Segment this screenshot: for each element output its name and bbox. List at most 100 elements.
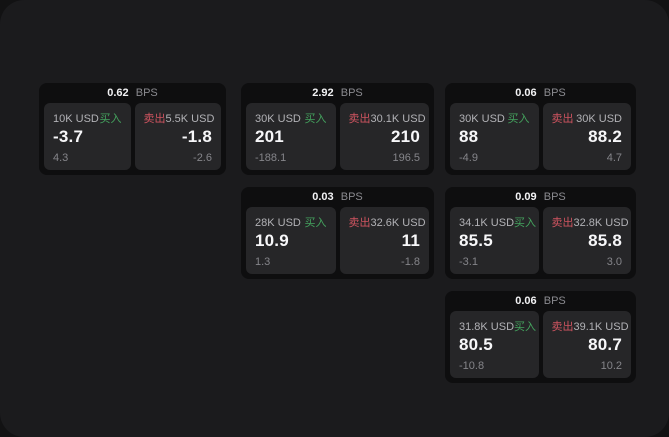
card-header: 2.92 BPS	[246, 83, 429, 103]
buy-panel[interactable]: 30K USD 买入 201 -188.1	[246, 103, 336, 170]
sell-change: -2.6	[193, 152, 212, 164]
buy-side-label: 买入	[304, 217, 327, 229]
sell-panel-header: 卖出 5.5K USD	[143, 110, 215, 126]
bps-unit-label: BPS	[540, 295, 566, 307]
sell-change: 4.7	[606, 152, 622, 164]
buy-amount: 31.8K USD	[459, 321, 515, 333]
bps-value: 0.09	[515, 191, 537, 203]
sell-side-label: 卖出	[348, 113, 371, 125]
buy-price: 80.5	[459, 335, 493, 354]
sell-side-label: 卖出	[551, 321, 574, 333]
sell-panel[interactable]: 卖出 30.1K USD 210 196.5	[339, 103, 429, 170]
card-header: 0.09 BPS	[450, 187, 631, 207]
buy-side-label: 买入	[304, 113, 327, 125]
quote-card: 0.09 BPS 34.1K USD 买入 85.5 -3.1 卖出 32.8K…	[445, 187, 636, 279]
sell-price: 85.8	[588, 231, 622, 250]
sell-change: 3.0	[606, 256, 622, 268]
buy-change: -4.9	[459, 152, 478, 164]
sell-panel-header: 卖出 30.1K USD	[348, 110, 426, 126]
sell-change: -1.8	[401, 256, 420, 268]
buy-panel[interactable]: 34.1K USD 买入 85.5 -3.1	[450, 207, 539, 274]
buy-panel[interactable]: 31.8K USD 买入 80.5 -10.8	[450, 311, 539, 378]
buy-amount: 10K USD	[53, 113, 99, 125]
quote-card: 0.62 BPS 10K USD 买入 -3.7 4.3 卖出 5.5K USD…	[39, 83, 226, 175]
buy-change: -3.1	[459, 256, 478, 268]
buy-change: 1.3	[255, 256, 271, 268]
sell-amount: 30.1K USD	[370, 113, 426, 125]
sell-side-label: 卖出	[551, 217, 574, 229]
buy-panel[interactable]: 10K USD 买入 -3.7 4.3	[44, 103, 131, 170]
price-panels: 10K USD 买入 -3.7 4.3 卖出 5.5K USD -1.8 -2.…	[44, 103, 221, 170]
price-panels: 30K USD 买入 88 -4.9 卖出 30K USD 88.2 4.7	[450, 103, 631, 170]
bps-value: 0.06	[515, 87, 537, 99]
buy-price: -3.7	[53, 127, 84, 146]
sell-amount: 32.6K USD	[370, 217, 426, 229]
quote-card: 0.06 BPS 30K USD 买入 88 -4.9 卖出 30K USD 8…	[445, 83, 636, 175]
card-header: 0.06 BPS	[450, 83, 631, 103]
sell-price: 11	[401, 231, 420, 250]
sell-amount: 5.5K USD	[165, 113, 215, 125]
buy-panel-header: 28K USD 买入	[255, 214, 327, 230]
sell-panel-header: 卖出 30K USD	[552, 110, 623, 126]
buy-price: 85.5	[459, 231, 493, 250]
sell-amount: 39.1K USD	[573, 321, 629, 333]
sell-price: 80.7	[588, 335, 622, 354]
price-panels: 28K USD 买入 10.9 1.3 卖出 32.6K USD 11 -1.8	[246, 207, 429, 274]
sell-side-label: 卖出	[348, 217, 371, 229]
bps-unit-label: BPS	[132, 87, 158, 99]
bps-unit-label: BPS	[540, 87, 566, 99]
buy-panel[interactable]: 30K USD 买入 88 -4.9	[450, 103, 539, 170]
price-panels: 31.8K USD 买入 80.5 -10.8 卖出 39.1K USD 80.…	[450, 311, 631, 378]
sell-price: -1.8	[181, 127, 212, 146]
sell-panel[interactable]: 卖出 32.8K USD 85.8 3.0	[542, 207, 631, 274]
sell-amount: 32.8K USD	[573, 217, 629, 229]
bps-value: 0.03	[312, 191, 334, 203]
buy-price: 10.9	[255, 231, 289, 250]
sell-panel[interactable]: 卖出 30K USD 88.2 4.7	[542, 103, 631, 170]
price-panels: 30K USD 买入 201 -188.1 卖出 30.1K USD 210 1…	[246, 103, 429, 170]
bps-value: 0.62	[107, 87, 129, 99]
quote-card: 0.06 BPS 31.8K USD 买入 80.5 -10.8 卖出 39.1…	[445, 291, 636, 383]
buy-change: 4.3	[53, 152, 69, 164]
sell-panel-header: 卖出 32.8K USD	[551, 214, 629, 230]
buy-amount: 28K USD	[255, 217, 301, 229]
sell-panel[interactable]: 卖出 39.1K USD 80.7 10.2	[542, 311, 631, 378]
buy-side-label: 买入	[514, 321, 537, 333]
buy-panel-header: 34.1K USD 买入	[459, 214, 536, 230]
buy-amount: 30K USD	[459, 113, 505, 125]
bps-unit-label: BPS	[540, 191, 566, 203]
sell-price: 88.2	[588, 127, 622, 146]
buy-amount: 30K USD	[255, 113, 301, 125]
buy-panel-header: 31.8K USD 买入	[459, 318, 536, 334]
bps-value: 0.06	[515, 295, 537, 307]
sell-side-label: 卖出	[551, 113, 574, 125]
sell-amount: 30K USD	[576, 113, 622, 125]
card-header: 0.03 BPS	[246, 187, 429, 207]
buy-panel[interactable]: 28K USD 买入 10.9 1.3	[246, 207, 336, 274]
buy-change: -188.1	[255, 152, 287, 164]
buy-panel-header: 10K USD 买入	[53, 110, 122, 126]
sell-price: 210	[391, 127, 420, 146]
sell-panel[interactable]: 卖出 5.5K USD -1.8 -2.6	[134, 103, 221, 170]
quote-card: 2.92 BPS 30K USD 买入 201 -188.1 卖出 30.1K …	[241, 83, 434, 175]
buy-panel-header: 30K USD 买入	[255, 110, 327, 126]
sell-panel[interactable]: 卖出 32.6K USD 11 -1.8	[339, 207, 429, 274]
buy-side-label: 买入	[99, 113, 122, 125]
buy-panel-header: 30K USD 买入	[459, 110, 530, 126]
card-header: 0.06 BPS	[450, 291, 631, 311]
bps-unit-label: BPS	[337, 191, 363, 203]
bps-value: 2.92	[312, 87, 334, 99]
price-panels: 34.1K USD 买入 85.5 -3.1 卖出 32.8K USD 85.8…	[450, 207, 631, 274]
buy-side-label: 买入	[507, 113, 530, 125]
buy-price: 201	[255, 127, 284, 146]
sell-side-label: 卖出	[143, 113, 166, 125]
buy-amount: 34.1K USD	[459, 217, 515, 229]
quote-card: 0.03 BPS 28K USD 买入 10.9 1.3 卖出 32.6K US…	[241, 187, 434, 279]
sell-change: 10.2	[600, 360, 622, 372]
card-header: 0.62 BPS	[44, 83, 221, 103]
buy-change: -10.8	[459, 360, 485, 372]
sell-change: 196.5	[392, 152, 420, 164]
bps-unit-label: BPS	[337, 87, 363, 99]
